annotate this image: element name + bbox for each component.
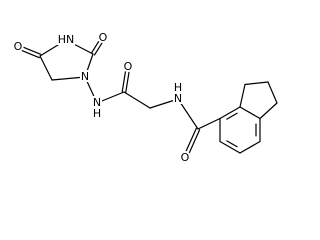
single-bond	[219, 140, 241, 154]
double-bond	[18, 44, 42, 55]
double-bond	[182, 127, 197, 158]
single-bond	[219, 106, 241, 120]
atom-label: HN	[58, 33, 75, 46]
single-bond	[267, 81, 278, 104]
molecule-diagram: O HN O N N H O N H O	[12, 29, 278, 166]
single-bond	[51, 76, 86, 81]
single-bond	[149, 98, 179, 109]
atom-label: O	[124, 60, 133, 73]
atom-label: N	[174, 92, 182, 105]
aromatic-bond	[226, 112, 238, 120]
single-bond	[123, 91, 151, 109]
single-bond	[244, 81, 269, 86]
single-bond	[96, 91, 125, 104]
aromatic-bond	[226, 140, 238, 148]
single-bond	[259, 102, 278, 120]
atom-label: O	[14, 40, 23, 53]
atom-label: O	[99, 31, 108, 44]
atom-label: H	[93, 107, 101, 120]
double-bond	[90, 36, 103, 54]
single-bond	[65, 39, 94, 55]
bonds	[16, 36, 278, 160]
single-bond	[39, 55, 53, 81]
double-bond	[121, 66, 127, 93]
single-bond	[84, 76, 98, 104]
double-bond	[93, 38, 106, 56]
atom-labels: O HN O N N H O N H O	[12, 29, 192, 166]
atom-label: N	[93, 96, 101, 109]
single-bond	[239, 140, 261, 154]
single-bond	[84, 53, 94, 78]
double-bond	[186, 129, 201, 160]
double-bond	[125, 66, 131, 93]
single-bond	[197, 117, 221, 130]
atom-label: H	[174, 81, 182, 94]
atom-label: N	[81, 70, 89, 83]
single-bond	[239, 83, 246, 108]
single-bond	[177, 98, 199, 130]
double-bond	[16, 48, 40, 59]
single-bond	[239, 106, 261, 120]
atom-label: O	[181, 151, 190, 164]
single-bond	[39, 39, 67, 57]
